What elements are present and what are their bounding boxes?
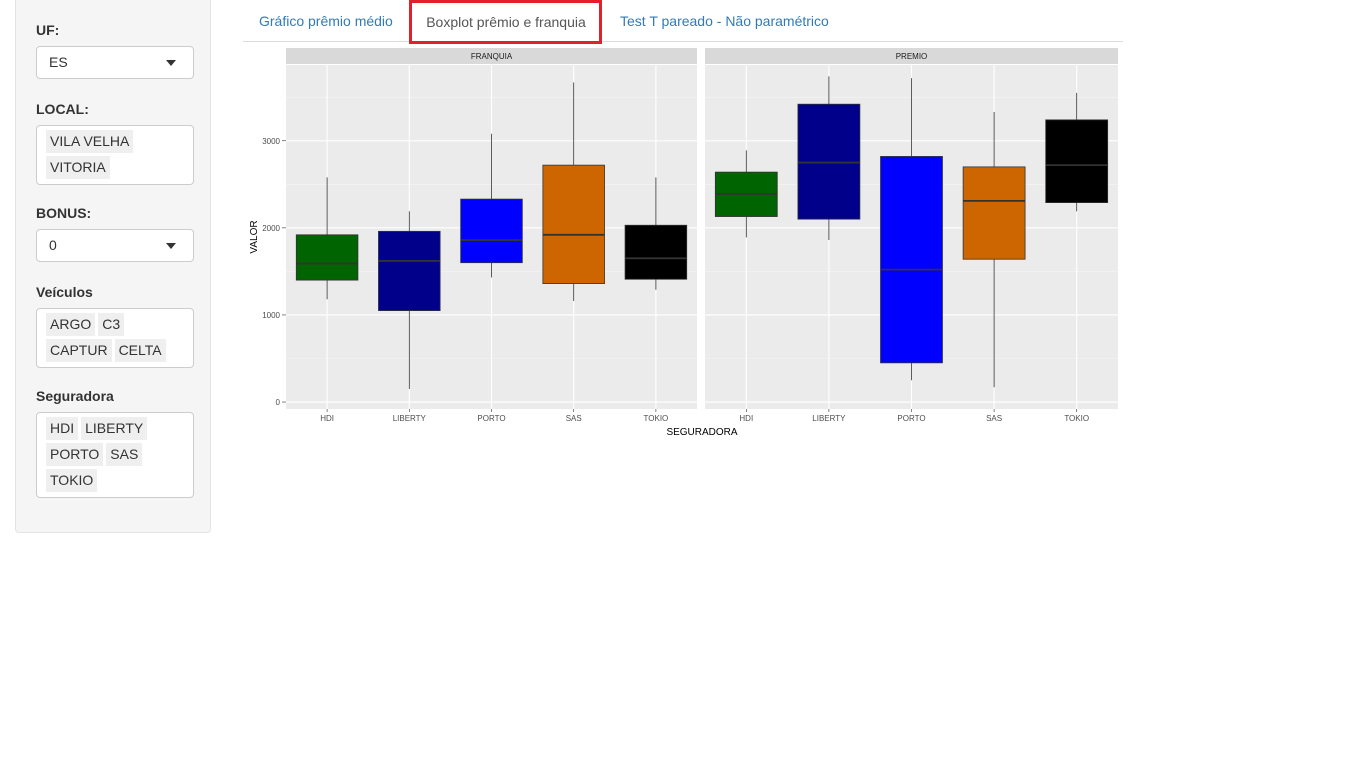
seguradora-tag[interactable]: TOKIO: [46, 469, 98, 492]
seguradora-tag[interactable]: PORTO: [46, 443, 104, 466]
bonus-control: BONUS: 0: [36, 203, 194, 262]
local-label: LOCAL:: [36, 101, 89, 117]
seguradora-tag[interactable]: LIBERTY: [81, 417, 148, 440]
y-axis-title: VALOR: [249, 220, 260, 253]
tab-grafico-premio-medio[interactable]: Gráfico prêmio médio: [259, 13, 393, 29]
x-tick-label: SAS: [566, 414, 582, 423]
local-tag[interactable]: VILA VELHA: [46, 130, 134, 153]
x-axis-title: SEGURADORA: [666, 427, 737, 438]
veiculo-tag[interactable]: ARGO: [46, 313, 96, 336]
box-porto: [880, 156, 943, 364]
box-tokio: [624, 224, 688, 280]
local-control: LOCAL: VILA VELHA VITORIA: [36, 99, 194, 185]
facet-strip: [705, 48, 1118, 64]
seguradora-label: Seguradora: [36, 388, 114, 404]
veiculos-control: Veículos ARGO C3 CAPTUR CELTA: [36, 282, 194, 368]
local-multiselect[interactable]: VILA VELHA VITORIA: [36, 125, 194, 185]
box-sas: [542, 164, 605, 284]
box-tokio: [1045, 119, 1109, 203]
x-tick-label: PORTO: [477, 414, 505, 423]
x-tick-label: HDI: [739, 414, 753, 423]
y-tick-label: 2000: [262, 224, 280, 233]
x-tick-label: LIBERTY: [812, 414, 846, 423]
box-liberty: [378, 230, 441, 311]
y-tick-label: 1000: [262, 311, 280, 320]
facet-strip-label: FRANQUIA: [471, 52, 513, 61]
x-tick-label: SAS: [986, 414, 1002, 423]
uf-control: UF: ES: [36, 20, 194, 79]
chevron-down-icon: [166, 243, 176, 249]
tab-boxplot-premio-franquia[interactable]: Boxplot prêmio e franquia: [411, 0, 601, 42]
y-tick-label: 3000: [262, 137, 280, 146]
veiculo-tag[interactable]: CAPTUR: [46, 339, 112, 362]
x-tick-label: LIBERTY: [393, 414, 427, 423]
chevron-down-icon: [166, 60, 176, 66]
sidebar-panel: UF: ES LOCAL: VILA VELHA VITORIA BONUS: …: [15, 0, 211, 533]
seguradora-control: Seguradora HDI LIBERTY PORTO SAS TOKIO: [36, 386, 194, 498]
uf-selected-value: ES: [49, 54, 68, 70]
boxplot-svg: VALOR 0 1000 2000 3000 FRANQUIA HDI LIBERTY PORT…: [249, 48, 1118, 438]
veiculo-tag[interactable]: CELTA: [114, 339, 166, 362]
local-tag[interactable]: VITORIA: [46, 156, 110, 179]
tab-test-t-pareado[interactable]: Test T pareado - Não paramétrico: [620, 13, 829, 29]
x-tick-label: TOKIO: [644, 414, 669, 423]
veiculos-multiselect[interactable]: ARGO C3 CAPTUR CELTA: [36, 308, 194, 368]
bonus-label: BONUS:: [36, 205, 92, 221]
seguradora-tag[interactable]: SAS: [106, 443, 143, 466]
tab-bar: Gráfico prêmio médio Boxplot prêmio e fr…: [243, 0, 1123, 42]
facet-strip: [286, 48, 697, 64]
box-sas: [962, 166, 1026, 260]
seguradora-tag[interactable]: HDI: [46, 417, 79, 440]
bonus-select[interactable]: 0: [36, 229, 194, 262]
boxplot-chart: VALOR 0 1000 2000 3000 FRANQUIA HDI LIBERTY PORT…: [243, 44, 1123, 444]
y-tick-label: 0: [276, 398, 281, 407]
bonus-selected-value: 0: [49, 237, 57, 253]
facet-strip-label: PREMIO: [896, 52, 928, 61]
box-hdi: [295, 234, 359, 281]
x-tick-label: TOKIO: [1064, 414, 1089, 423]
seguradora-multiselect[interactable]: HDI LIBERTY PORTO SAS TOKIO: [36, 412, 194, 498]
veiculos-label: Veículos: [36, 284, 93, 300]
box-porto: [460, 198, 523, 264]
x-tick-label: HDI: [320, 414, 334, 423]
veiculo-tag[interactable]: C3: [98, 313, 125, 336]
x-tick-label: PORTO: [897, 414, 925, 423]
uf-select[interactable]: ES: [36, 46, 194, 79]
uf-label: UF:: [36, 22, 60, 38]
